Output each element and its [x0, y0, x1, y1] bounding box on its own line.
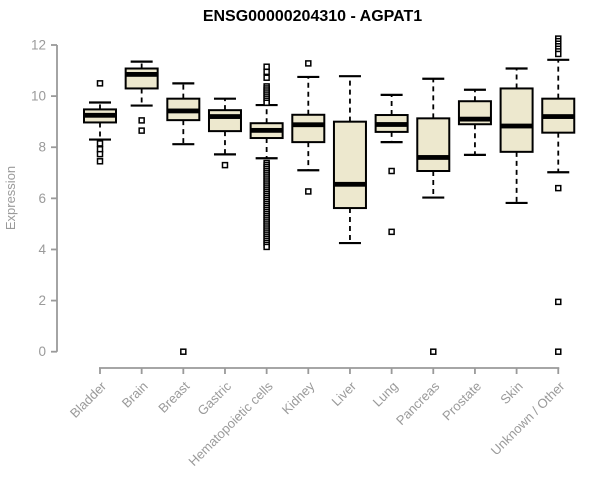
outlier-point	[305, 60, 312, 67]
x-category-label: Breast	[155, 378, 192, 415]
outlier-point	[96, 158, 104, 165]
x-category-label: Lung	[370, 379, 401, 410]
x-category-label: Gastric	[194, 378, 234, 418]
outlier-point	[388, 228, 395, 236]
box-group-kidney	[291, 60, 326, 195]
outlier-point	[138, 127, 145, 134]
box-group-pancreas	[416, 77, 451, 355]
box-group-bladder	[83, 80, 117, 165]
iqr-box	[332, 120, 367, 210]
chart-title: ENSG00000204310 - AGPAT1	[202, 8, 423, 25]
outlier-point	[305, 188, 312, 195]
x-category-label: Bladder	[67, 378, 110, 421]
iqr-box	[207, 109, 242, 133]
outlier-point	[96, 150, 104, 158]
outlier-point	[263, 74, 270, 81]
iqr-box	[291, 113, 326, 144]
x-category-label: Liver	[329, 378, 360, 409]
box-group-gastric	[207, 97, 242, 169]
box-group-skin	[499, 67, 534, 205]
median-bar	[500, 123, 533, 129]
iqr-box	[124, 67, 159, 90]
y-tick-label: 8	[38, 140, 46, 155]
x-category-label: Unknown / Other	[488, 378, 568, 458]
outlier-point	[263, 63, 270, 70]
median-bar	[542, 114, 575, 119]
x-category-label: Brain	[119, 379, 151, 411]
outlier-point	[388, 167, 395, 175]
median-bar	[292, 122, 325, 128]
x-category-label: Kidney	[279, 378, 318, 417]
median-bar	[208, 114, 241, 119]
median-bar	[125, 71, 158, 77]
x-category-label: Skin	[497, 379, 525, 407]
outlier-point	[263, 68, 270, 76]
outlier-point	[138, 117, 145, 124]
outlier-point	[263, 99, 270, 107]
outlier-point	[180, 348, 187, 355]
median-bar	[333, 181, 366, 187]
y-tick-label: 2	[38, 293, 46, 308]
iqr-box	[416, 117, 451, 173]
y-tick-label: 4	[38, 242, 46, 257]
box-group-prostate	[457, 88, 492, 157]
median-bar	[458, 116, 491, 122]
y-tick-label: 0	[38, 344, 46, 359]
boxes-layer	[83, 35, 576, 355]
outlier-point	[430, 348, 437, 355]
outlier-point	[555, 184, 562, 192]
outlier-point	[221, 161, 229, 169]
y-tick-label: 12	[31, 38, 46, 53]
box-group-liver	[332, 75, 367, 245]
x-category-label: Pancreas	[393, 378, 443, 428]
median-bar	[84, 112, 116, 118]
iqr-box	[499, 87, 534, 153]
box-group-brain	[124, 60, 159, 134]
median-bar	[250, 127, 283, 133]
y-tick-label: 10	[31, 89, 46, 104]
outlier-point	[96, 80, 104, 87]
outlier-point	[555, 298, 562, 306]
outlier-point	[96, 140, 104, 147]
outlier-point	[263, 243, 270, 251]
box-group-unknown-other	[541, 35, 576, 355]
box-group-lung	[374, 93, 409, 236]
box-group-hematopoietic-cells	[249, 63, 284, 251]
median-bar	[375, 122, 408, 127]
box-group-breast	[166, 82, 201, 355]
y-tick-label: 6	[38, 191, 46, 206]
x-category-label: Prostate	[439, 379, 484, 424]
outlier-point	[555, 50, 562, 58]
outlier-point	[555, 348, 562, 355]
median-bar	[167, 108, 200, 114]
y-axis-title: Expression	[3, 166, 18, 230]
median-bar	[417, 155, 450, 160]
